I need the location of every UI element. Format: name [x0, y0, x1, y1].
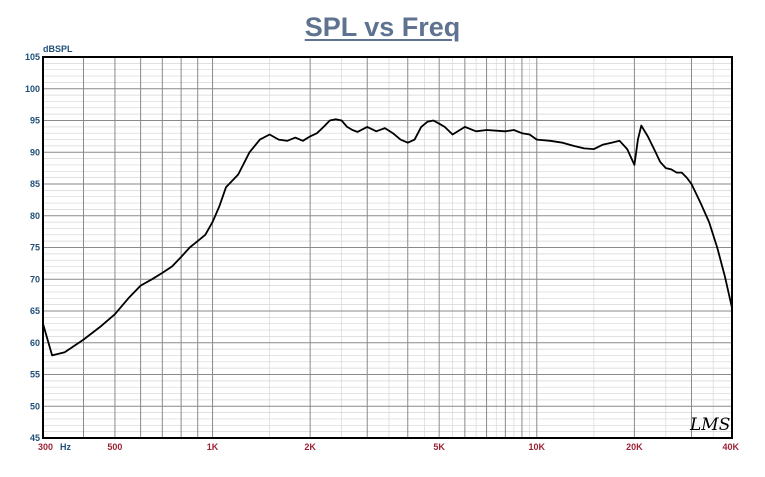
plot-frame [42, 56, 733, 439]
x-tick-label: 500 [107, 442, 122, 452]
y-tick-label: 55 [30, 370, 40, 380]
y-tick-label: 75 [30, 243, 40, 253]
y-tick-label: 85 [30, 179, 40, 189]
y-tick-label: 70 [30, 274, 40, 284]
x-tick-label: 300 [38, 442, 53, 452]
y-tick-label: 45 [30, 433, 40, 443]
x-tick-label: 20K [626, 442, 643, 452]
x-tick-labels: 300 500 1K 2K 5K 10K 20K 40K [38, 442, 739, 452]
x-tick-label: 1K [207, 442, 219, 452]
y-tick-label: 80 [30, 211, 40, 221]
y-tick-label: 50 [30, 401, 40, 411]
y-tick-labels: 45 50 55 60 65 70 75 80 85 90 95 100 105 [25, 52, 40, 443]
y-axis-label: dBSPL [43, 44, 73, 54]
y-tick-label: 105 [25, 52, 40, 62]
x-tick-label: 40K [722, 442, 739, 452]
y-tick-label: 65 [30, 306, 40, 316]
x-tick-label: 5K [433, 442, 445, 452]
y-tick-label: 60 [30, 338, 40, 348]
y-tick-label: 95 [30, 116, 40, 126]
spl-curve [42, 118, 733, 357]
x-tick-label: 10K [529, 442, 546, 452]
y-tick-label: 100 [25, 84, 40, 94]
chart-title: SPL vs Freq [304, 12, 461, 42]
x-axis-unit: Hz [60, 442, 71, 452]
x-tick-label: 2K [304, 442, 316, 452]
y-tick-label: 90 [30, 147, 40, 157]
lms-watermark: LMS [689, 415, 730, 435]
